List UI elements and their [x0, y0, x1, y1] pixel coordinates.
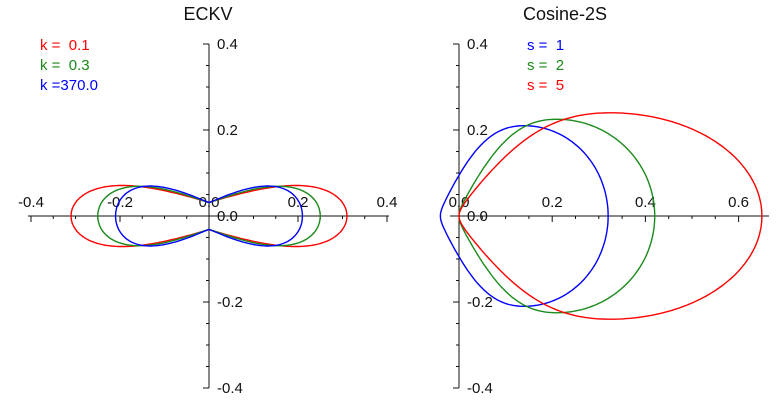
y-tick-label: 0.2 [217, 122, 238, 139]
legend-entry-3: k =370.0 [40, 77, 98, 94]
y-tick-label: -0.4 [217, 380, 243, 397]
legend-entry-3: s = 5 [527, 77, 564, 94]
series-curve-3 [458, 112, 763, 320]
y-tick-label: 0.4 [217, 36, 238, 53]
x-tick-label: 0.2 [542, 194, 563, 211]
y-tick-label: -0.4 [467, 380, 493, 397]
axes [28, 43, 389, 389]
x-tick-label: 0.4 [635, 194, 656, 211]
y-tick-label: -0.2 [467, 294, 493, 311]
x-tick-label: -0.4 [18, 194, 44, 211]
series-curve-1 [439, 125, 609, 307]
x-tick-label: 0.6 [728, 194, 749, 211]
series-curve-2 [97, 185, 322, 247]
y-tick-label: 0.2 [467, 122, 488, 139]
legend: k = 0.1 k = 0.3 k =370.0 [40, 37, 98, 94]
chart-panel-1: ECKV-0.4 -0.2 0.2 0.40.0-0.4-0.20.00.20.4k … [18, 4, 397, 397]
x-tick-label: -0.2 [107, 194, 133, 211]
y-tick-label: 0.0 [217, 208, 238, 225]
legend: s = 1 s = 2 s = 5 [527, 37, 564, 94]
chart-title: ECKV [183, 4, 232, 24]
x-tick-label: 0.4 [377, 194, 398, 211]
y-tick-label: 0.0 [467, 208, 488, 225]
series-curve-3 [114, 185, 304, 247]
x-tick-label: 0.2 [288, 194, 309, 211]
y-tick-label: 0.4 [467, 36, 488, 53]
legend-entry-2: k = 0.3 [40, 57, 90, 74]
axes [450, 43, 769, 389]
chart-panel-2: Cosine-2S 0.2 0.4 0.6 0.0 -0.4 -0.2 0.0 0.2 0.4 s … [439, 4, 769, 397]
legend-entry-1: k = 0.1 [40, 37, 90, 54]
x-tick-label: 0.0 [449, 194, 470, 211]
chart-title: Cosine-2S [523, 4, 607, 24]
legend-entry-1: s = 1 [527, 37, 564, 54]
legend-entry-2: s = 2 [527, 57, 564, 74]
y-tick-label: -0.2 [217, 294, 243, 311]
